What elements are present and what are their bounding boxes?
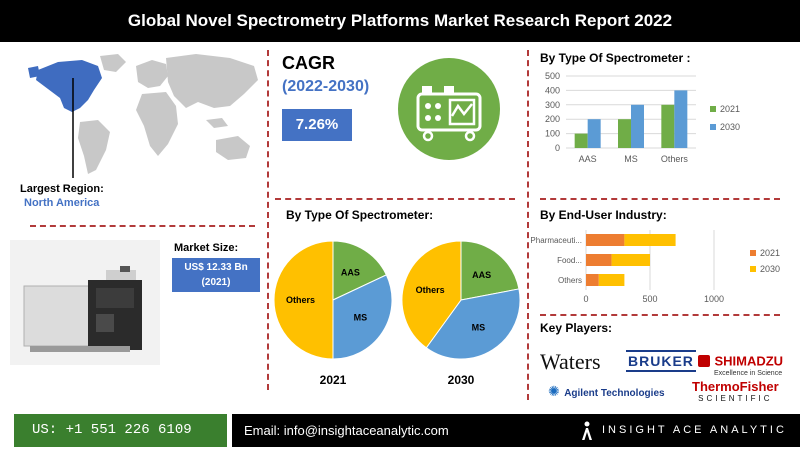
market-size-year: (2021) [201,277,231,288]
enduser-chart-title: By End-User Industry: [540,208,667,222]
enduser-y-tick-label: Food... [557,256,582,265]
enduser-bar-2021-2 [586,274,599,286]
enduser-x-tick-label: 0 [583,294,588,304]
bar-y-tick-label: 400 [545,85,560,95]
pie-label-AAS: AAS [341,268,360,278]
key-players-title: Key Players: [540,321,613,335]
pie-label-Others: Others [286,295,315,305]
bar-x-tick-label: Others [661,154,689,164]
bar-y-tick-label: 200 [545,114,560,124]
pie-label-Others: Others [416,285,445,295]
bar-legend-label-2021: 2021 [720,104,740,114]
bar-y-tick-label: 500 [545,71,560,81]
footer-phone[interactable]: US: +1 551 226 6109 [14,414,227,447]
cagr-years: (2022-2030) [282,78,370,95]
logo-thermofisher-scientific: SCIENTIFIC [698,394,773,403]
footer-bar: Email: info@insightaceanalytic.com INSIG… [232,414,800,447]
enduser-x-tick-label: 500 [642,294,657,304]
bar-x-tick-label: AAS [579,154,597,164]
cagr-value: 7.26% [282,109,352,141]
largest-region-value: North America [24,197,100,209]
pie-section-title: By Type Of Spectrometer: [286,208,434,222]
pie-slice-MS [425,288,521,360]
pie-label-MS: MS [354,312,368,322]
pie-chart-2021: AAS MS Others 2021 [273,240,393,387]
bar-2030-Others [674,90,688,148]
enduser-legend-swatch-2030 [750,266,756,272]
market-size-value: US$ 12.33 Bn (2021) [172,258,260,292]
shimadzu-symbol-icon [698,354,710,367]
enduser-y-tick-label: Pharmaceuti... [530,236,582,245]
agilent-spark-icon: ✺ [548,383,560,399]
bar-2021-MS [618,119,631,148]
market-size-amount: US$ 12.33 Bn [184,262,248,273]
report-title: Global Novel Spectrometry Platforms Mark… [0,0,800,42]
enduser-bar-2030-2 [598,274,625,286]
logo-bruker: BRUKER [626,350,696,372]
market-size-label: Market Size: [174,242,239,254]
enduser-legend-swatch-2021 [750,250,756,256]
bar-y-tick-label: 100 [545,129,560,139]
enduser-legend-label-2030: 2030 [760,264,780,274]
pie-slice-AAS [332,240,388,301]
divider-right-mid2 [540,314,780,316]
agilent-logo: ✺ Agilent Technologies [548,383,665,401]
largest-region-label: Largest Region: [20,183,104,195]
bar-x-tick-label: MS [624,154,638,164]
footer-brand: INSIGHT ACE ANALYTIC [602,424,787,436]
thermofisher-logo: ThermoFisher SCIENTIFIC [692,379,779,404]
enduser-bar-2030-1 [611,254,650,266]
pie-slice-Others [273,240,334,360]
bar-y-tick-label: 300 [545,100,560,110]
bar-legend-swatch-2021 [710,106,716,112]
pie-chart-2030: AAS MS Others 2030 [401,240,521,387]
logo-shimadzu: SHIMADZU [714,353,784,369]
bar-y-tick-label: 0 [555,143,560,153]
bar-legend-label-2030: 2030 [720,122,740,132]
bar-2021-Others [661,104,675,148]
enduser-legend-label-2021: 2021 [760,248,780,258]
divider-right-mid1 [540,198,780,200]
pie-slice-AAS [460,240,520,301]
divider-left [267,50,269,390]
shimadzu-tagline: Excellence in Science [714,370,783,377]
bar-2021-AAS [574,133,588,148]
pie-label-AAS: AAS [472,270,491,280]
north-america-region [36,60,102,112]
logo-thermofisher: ThermoFisher [692,379,779,394]
logo-agilent: Agilent Technologies [564,388,665,399]
enduser-bar-2021-1 [586,254,612,266]
pie-year-label: 2030 [448,373,475,387]
bar-legend-swatch-2030 [710,124,716,130]
pie-slice-Others [401,240,462,349]
pie-label-MS: MS [472,322,486,332]
shimadzu-logo: SHIMADZU Excellence in Science [698,352,783,377]
enduser-bar-2021-0 [586,234,625,246]
enduser-bar-chart: 0 500 1000 Pharmaceuti... Food... Others 2021 2… [530,230,780,304]
enduser-y-tick-label: Others [558,276,582,285]
enduser-x-tick-label: 1000 [704,294,724,304]
divider-right [527,50,529,400]
pie-slice-MS [332,274,393,360]
world-map [28,54,258,178]
spectrometer-device-image [10,240,160,365]
cagr-title: CAGR [282,53,335,73]
pie-year-label: 2021 [320,373,347,387]
bar-2030-AAS [587,119,601,148]
enduser-bar-2030-0 [624,234,676,246]
spectrometer-icon [398,58,500,160]
logo-waters: Waters [540,349,601,374]
brand-logo-icon [582,421,592,440]
divider-left-mid [30,225,255,227]
divider-center-mid [275,198,515,200]
footer-email[interactable]: Email: info@insightaceanalytic.com [244,423,449,438]
bar-2030-MS [631,104,644,148]
type-bar-chart: 0 100 200 300 400 500 AAS MS Others 2021 2030 [545,71,740,164]
bar-chart-title: By Type Of Spectrometer : [540,51,691,65]
